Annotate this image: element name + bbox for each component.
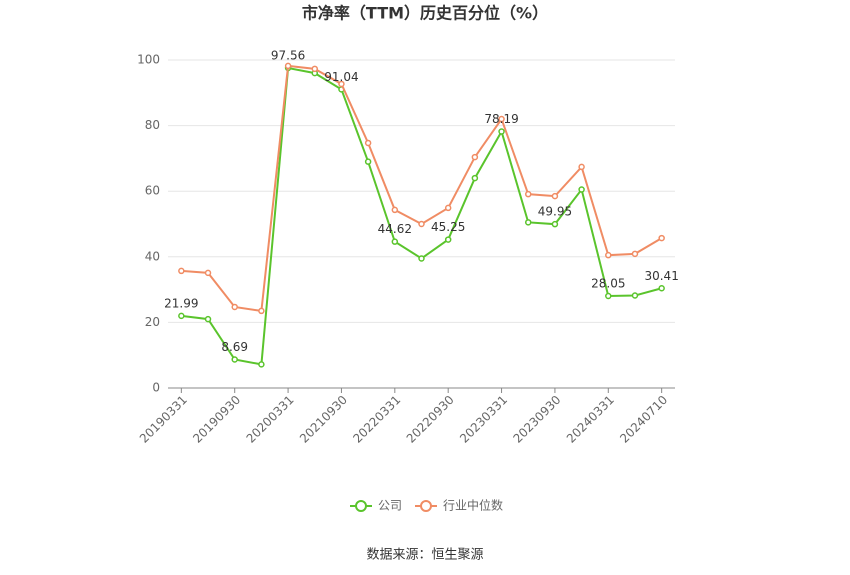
- data-label: 45.25: [431, 220, 465, 234]
- x-tick-label: 20220930: [404, 393, 457, 446]
- point: [498, 115, 505, 123]
- series-line: [181, 64, 663, 313]
- point: [204, 315, 212, 323]
- point: [178, 267, 185, 275]
- x-tick-label: 20200331: [244, 393, 297, 446]
- point: [284, 62, 292, 70]
- point: [418, 255, 425, 262]
- point: [444, 236, 452, 243]
- legend-label: 行业中位数: [443, 498, 503, 513]
- point: [258, 361, 265, 368]
- point: [338, 80, 345, 88]
- point: [231, 303, 238, 311]
- point: [605, 251, 612, 259]
- point: [471, 174, 479, 182]
- chart-title: 市净率（TTM）历史百分位（%）: [302, 4, 548, 23]
- data-label: 78.19: [484, 112, 518, 126]
- point: [258, 307, 265, 315]
- y-tick-label: 0: [152, 381, 160, 395]
- y-tick-label: 60: [145, 184, 160, 198]
- x-tick-label: 20240331: [564, 393, 617, 446]
- data-label: 28.05: [591, 276, 625, 290]
- point: [391, 238, 399, 245]
- point: [658, 285, 665, 292]
- legend-marker: [420, 500, 432, 512]
- point: [311, 65, 319, 73]
- point: [578, 186, 585, 193]
- point: [524, 219, 532, 226]
- point: [231, 356, 238, 363]
- x-tick-label: 20220331: [350, 393, 403, 446]
- point: [605, 292, 612, 300]
- x-tick-label: 20240710: [617, 393, 670, 446]
- x-tick-label: 20230930: [510, 393, 563, 446]
- y-tick-label: 80: [145, 118, 160, 132]
- legend-marker: [355, 500, 367, 512]
- point: [551, 192, 559, 200]
- data-label: 30.41: [644, 269, 678, 283]
- y-tick-label: 20: [145, 315, 160, 329]
- point: [178, 312, 185, 320]
- x-tick-label: 20210930: [297, 393, 350, 446]
- point: [524, 190, 532, 198]
- data-label: 21.99: [164, 296, 198, 310]
- point: [364, 158, 372, 165]
- data-label: 8.69: [221, 340, 248, 354]
- data-label: 49.95: [538, 205, 572, 219]
- x-tick-label: 20230331: [457, 393, 510, 446]
- point: [631, 250, 639, 258]
- point: [364, 139, 372, 147]
- data-label: 97.56: [271, 49, 305, 63]
- series-line: [181, 66, 662, 366]
- data-label: 44.62: [378, 222, 412, 236]
- point: [498, 128, 505, 135]
- point: [418, 220, 425, 228]
- y-tick-label: 40: [145, 249, 160, 263]
- x-tick-label: 20190331: [137, 393, 190, 446]
- point: [391, 206, 399, 214]
- data-label: 91.04: [324, 70, 358, 84]
- point: [471, 153, 479, 161]
- point: [578, 163, 585, 171]
- legend-label: 公司: [378, 499, 402, 513]
- point: [658, 234, 665, 242]
- x-tick-label: 20190930: [190, 393, 243, 446]
- point: [444, 204, 452, 212]
- point: [204, 269, 212, 277]
- source: 数据来源：恒生聚源: [366, 548, 483, 563]
- y-tick-label: 100: [137, 53, 160, 67]
- point: [631, 292, 639, 299]
- point: [551, 220, 559, 228]
